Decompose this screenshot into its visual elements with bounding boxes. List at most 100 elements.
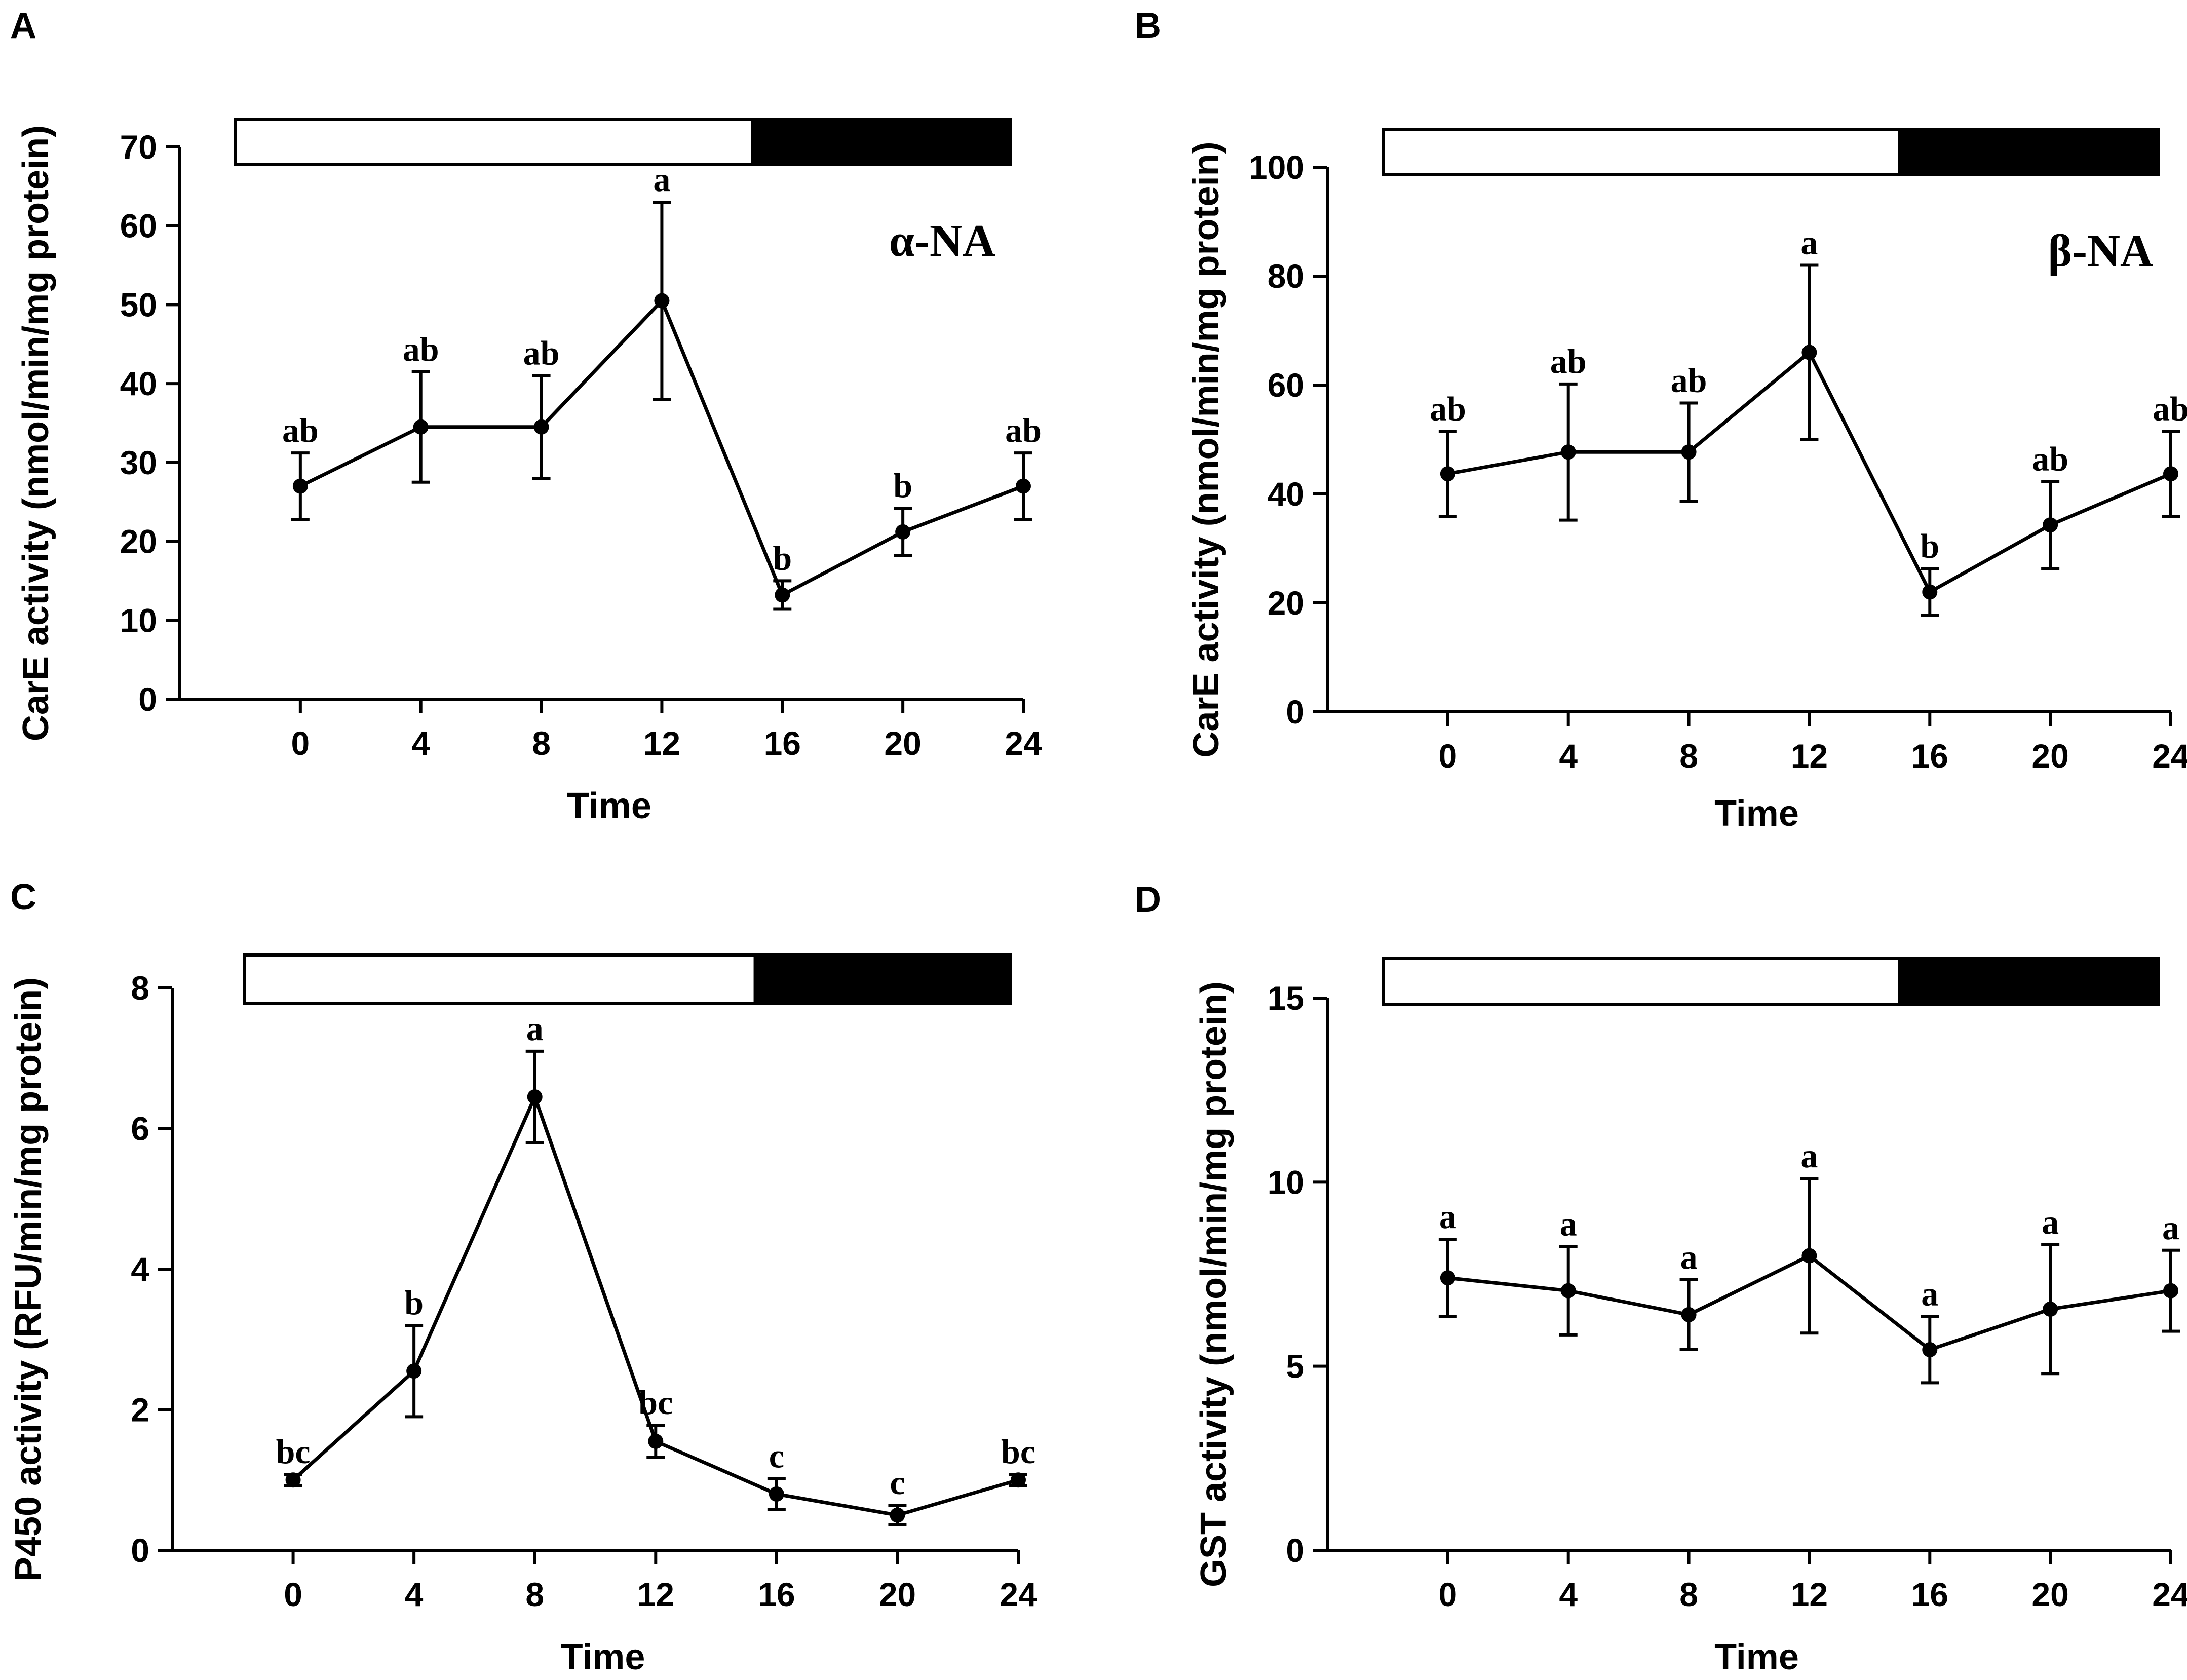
x-tick-label: 0	[291, 724, 310, 762]
panel-letter: B	[1135, 6, 1161, 46]
data-point	[2043, 1302, 2058, 1317]
y-tick-label: 20	[120, 523, 157, 560]
photoperiod-light-bar	[243, 953, 757, 1005]
data-point	[2043, 517, 2058, 533]
y-tick-label: 4	[131, 1250, 149, 1288]
x-axis-title: Time	[567, 786, 651, 826]
data-point	[1922, 584, 1938, 600]
x-tick-label: 16	[1911, 737, 1948, 775]
x-tick-label: 12	[643, 724, 680, 762]
x-axis-title: Time	[1714, 1637, 1799, 1677]
significance-label: b	[1920, 526, 1939, 565]
y-axis-title: CarE activity (nmol/min/mg protein)	[1186, 141, 1226, 757]
x-tick-label: 8	[1679, 737, 1698, 775]
x-tick-label: 4	[1559, 737, 1578, 775]
data-point	[654, 293, 670, 309]
y-tick-label: 2	[131, 1391, 149, 1429]
significance-label: ab	[1671, 361, 1707, 399]
data-point	[2163, 1283, 2178, 1299]
x-tick-label: 16	[758, 1576, 795, 1613]
data-point	[1801, 1248, 1817, 1264]
significance-label: a	[653, 160, 670, 199]
x-tick-label: 12	[637, 1576, 674, 1613]
data-point	[1560, 444, 1576, 460]
x-tick-label: 8	[532, 724, 551, 762]
data-point	[1016, 478, 1031, 494]
significance-label: a	[526, 1009, 544, 1048]
significance-label: c	[890, 1463, 905, 1502]
photoperiod-light-bar	[1382, 128, 1901, 176]
data-point	[769, 1486, 784, 1502]
data-point	[1011, 1472, 1026, 1488]
significance-label: a	[1560, 1205, 1577, 1243]
x-axis-title: Time	[1714, 793, 1799, 834]
significance-label: ab	[403, 330, 439, 368]
significance-label: a	[1800, 223, 1818, 262]
data-point	[1922, 1342, 1938, 1357]
series-label: α-NA	[889, 216, 995, 266]
significance-label: ab	[523, 334, 560, 372]
x-tick-label: 16	[764, 724, 801, 762]
significance-label: ab	[1005, 411, 1042, 449]
y-tick-label: 40	[1268, 475, 1304, 513]
x-tick-label: 4	[411, 724, 430, 762]
y-tick-label: 60	[120, 207, 157, 245]
y-tick-label: 0	[131, 1532, 149, 1569]
significance-label: b	[404, 1283, 424, 1322]
series-label: β-NA	[2048, 226, 2153, 276]
y-tick-label: 0	[1286, 1532, 1304, 1569]
y-tick-label: 15	[1268, 979, 1304, 1017]
significance-label: a	[1680, 1238, 1698, 1276]
x-tick-label: 12	[1791, 1576, 1828, 1613]
x-tick-label: 8	[525, 1576, 544, 1613]
x-tick-label: 20	[884, 724, 921, 762]
photoperiod-light-bar	[1382, 957, 1901, 1006]
significance-label: a	[2162, 1208, 2179, 1247]
data-point	[1560, 1283, 1576, 1299]
x-tick-label: 20	[879, 1576, 916, 1613]
y-tick-label: 8	[131, 969, 149, 1007]
significance-label: bc	[638, 1383, 673, 1422]
significance-label: bc	[1001, 1432, 1035, 1471]
panel-b: B 0 20 40 60 80 100 0 4 8 12 16 20 24 Time CarE activit…	[1135, 6, 2187, 834]
y-tick-label: 100	[1249, 148, 1304, 186]
y-tick-label: 80	[1268, 257, 1304, 295]
significance-label: b	[893, 466, 912, 505]
x-tick-label: 0	[1438, 737, 1457, 775]
photoperiod-dark-bar	[751, 118, 1012, 166]
significance-label: bc	[276, 1432, 311, 1471]
photoperiod-dark-bar	[753, 953, 1012, 1005]
significance-label: b	[773, 539, 792, 577]
panel-letter: C	[10, 877, 36, 918]
data-point	[775, 587, 790, 603]
significance-label: ab	[282, 411, 319, 449]
y-axis-title: GST activity (nmol/min/mg protein)	[1194, 981, 1234, 1587]
data-point	[406, 1363, 422, 1379]
data-point	[413, 419, 429, 435]
x-tick-label: 0	[1438, 1576, 1457, 1613]
y-tick-label: 10	[1268, 1163, 1304, 1201]
significance-label: a	[1439, 1197, 1456, 1236]
x-tick-label: 12	[1791, 737, 1828, 775]
data-point	[1801, 345, 1817, 360]
data-point	[292, 478, 308, 494]
significance-label: c	[769, 1436, 784, 1475]
significance-label: a	[2042, 1203, 2059, 1241]
y-tick-label: 30	[120, 444, 157, 481]
data-point	[1681, 1307, 1697, 1322]
x-tick-label: 8	[1679, 1576, 1698, 1613]
data-point	[1440, 466, 1455, 482]
y-tick-label: 10	[120, 601, 157, 639]
data-point	[527, 1089, 543, 1105]
photoperiod-light-bar	[234, 118, 754, 166]
y-axis-title: P450 activity (RFU/min/mg protein)	[8, 977, 49, 1581]
y-tick-label: 0	[138, 680, 157, 718]
x-tick-label: 24	[1000, 1576, 1037, 1613]
panel-letter: A	[10, 6, 36, 46]
significance-label: a	[1921, 1275, 1938, 1313]
significance-label: ab	[2032, 439, 2068, 478]
data-point	[890, 1507, 905, 1523]
y-tick-label: 70	[120, 128, 157, 166]
significance-label: ab	[1550, 342, 1587, 380]
